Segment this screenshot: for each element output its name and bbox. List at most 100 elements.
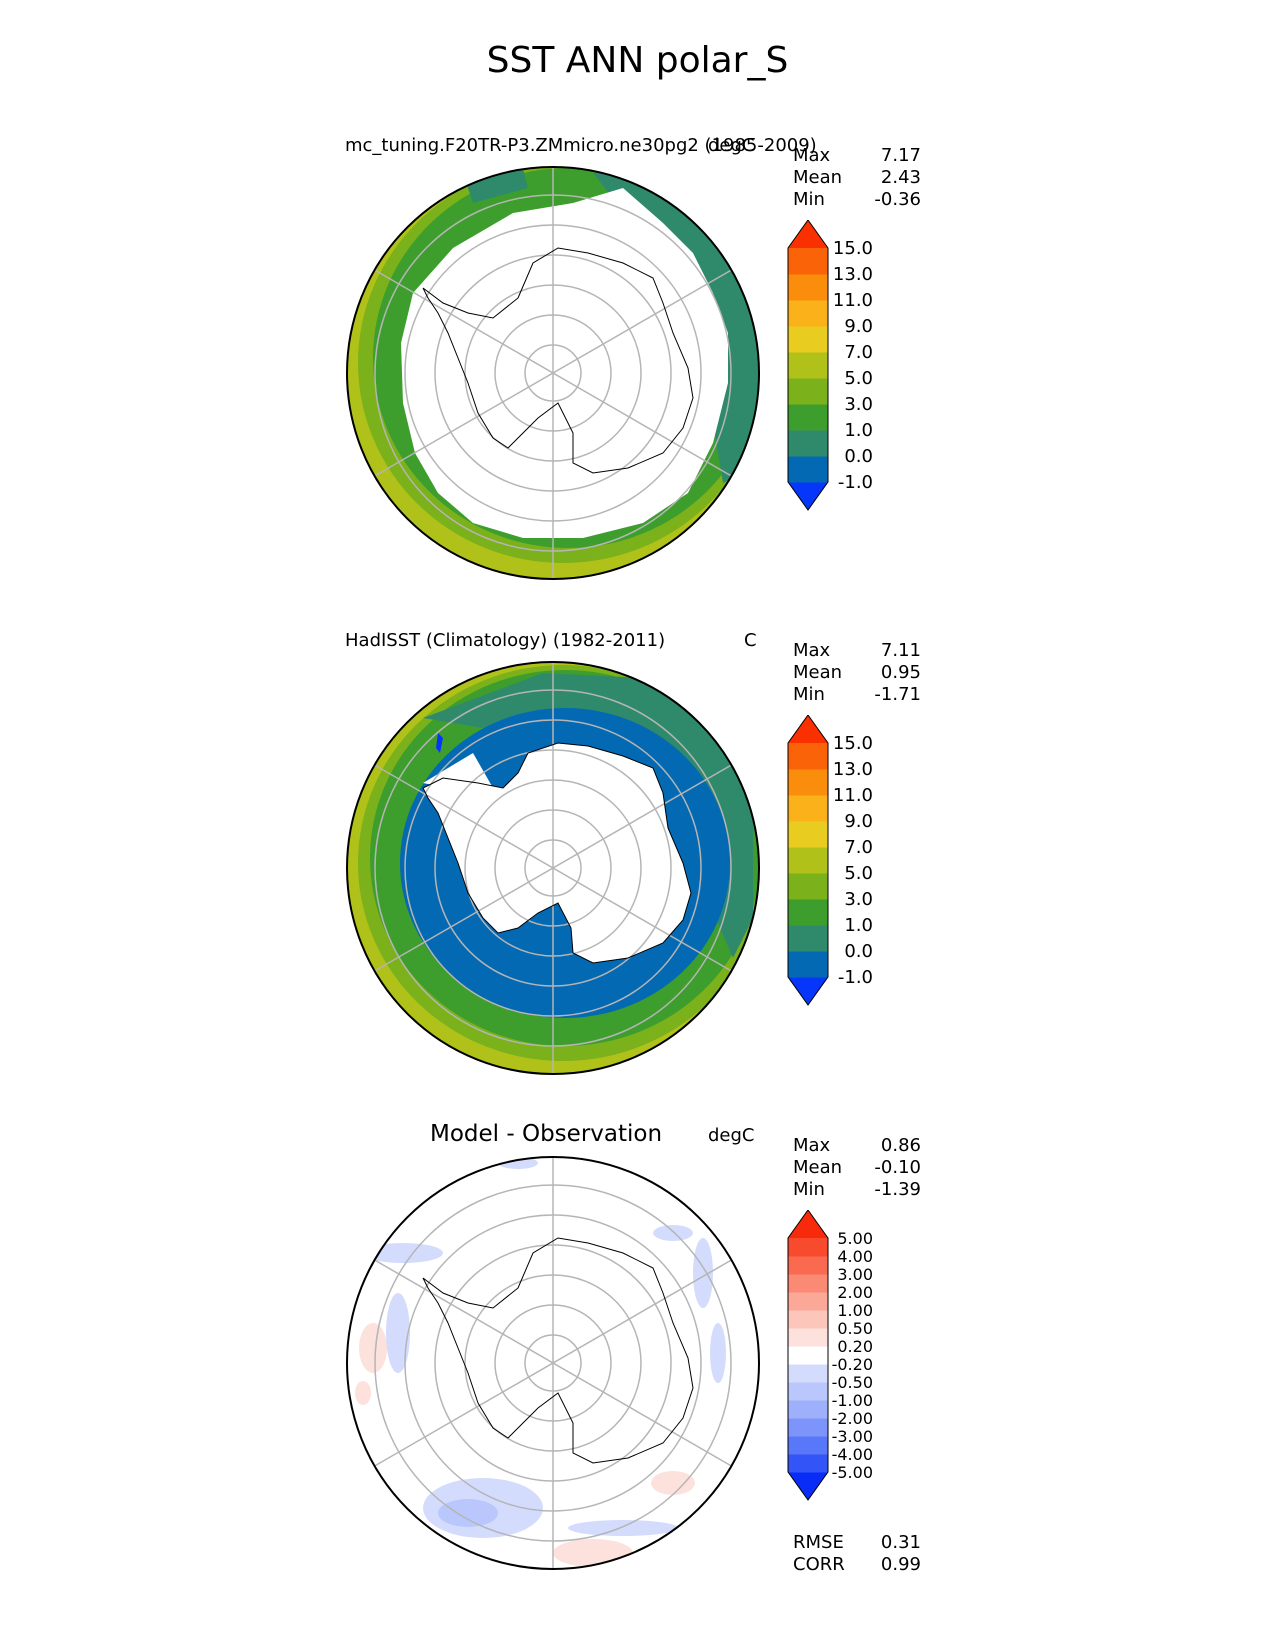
colorbar-2-tick-label: 13.0 [833, 759, 873, 780]
colorbar-2-segment-8 [788, 769, 828, 796]
panel-1-min-value: -0.36 [874, 189, 921, 210]
colorbar-3-tick-label: -1.00 [832, 1391, 873, 1410]
colorbar-3-segment-2 [788, 1436, 828, 1455]
colorbar-2-segment-0 [788, 977, 828, 1005]
panel-3-boundary [346, 1156, 760, 1570]
corr-value: 0.99 [880, 1554, 921, 1575]
colorbar-1-tick-label: 15.0 [833, 238, 873, 259]
colorbar-1-segment-5 [788, 352, 828, 379]
colorbar-3-tick-label: -0.50 [832, 1373, 873, 1392]
panel-2-max-label: Max [793, 640, 831, 661]
panel-2-colorbar: -1.0 0.0 1.0 3.0 5.0 7.0 9.0 11.0 13.0 15.0 [787, 715, 873, 1006]
colorbar-2-tick-label: -1.0 [838, 967, 873, 988]
colorbar-1-tick-label: 7.0 [844, 342, 873, 363]
colorbar-1-segment-8 [788, 274, 828, 301]
colorbar-3-tick-label: 4.00 [837, 1247, 873, 1266]
panel-2-boundary [346, 661, 760, 1075]
colorbar-3-segment-9 [788, 1310, 828, 1329]
panel-3-mean-label: Mean [793, 1157, 843, 1178]
figure-title: SST ANN polar_S [486, 40, 789, 81]
panel-2-title: HadISST (Climatology) (1982-2011) [345, 630, 666, 651]
panel-1-map [346, 166, 760, 580]
panel-3-map [346, 1156, 760, 1570]
rmse-value: 0.31 [880, 1532, 921, 1553]
colorbar-3-tick-label: -0.20 [832, 1355, 873, 1374]
panel-2-min-label: Min [793, 684, 825, 705]
colorbar-2-tick-label: 15.0 [833, 733, 873, 754]
panel-2-graticule [374, 662, 732, 1074]
panel-1-max-value: 7.17 [880, 145, 921, 166]
panel-3-mean-value: -0.10 [874, 1157, 921, 1178]
colorbar-1-segment-6 [788, 326, 828, 353]
colorbar-1-tick-label: 9.0 [844, 316, 873, 337]
colorbar-3-segment-12 [788, 1256, 828, 1275]
panel-1-mean-label: Mean [793, 167, 843, 188]
colorbar-1-tick-label: 1.0 [844, 420, 873, 441]
colorbar-3-tick-label: 0.50 [837, 1319, 873, 1338]
colorbar-1-outline [787, 220, 829, 511]
colorbar-2-tick-label: 5.0 [844, 863, 873, 884]
panel-2-coastline [422, 742, 692, 964]
panel-2-stats: Max 7.11 Mean 0.95 Min -1.71 [793, 640, 921, 706]
colorbar-2-outline [787, 715, 829, 1006]
panel-3-max-value: 0.86 [880, 1135, 921, 1156]
colorbar-3-segment-1 [788, 1454, 828, 1473]
colorbar-3-tick-label: 1.00 [837, 1301, 873, 1320]
colorbar-1-tick-label: 13.0 [833, 264, 873, 285]
colorbar-3-tick-label: 2.00 [837, 1283, 873, 1302]
colorbar-2-segment-6 [788, 821, 828, 848]
panel-1-max-label: Max [793, 145, 831, 166]
colorbar-1-tick-label: 0.0 [844, 446, 873, 467]
panel-3-min-label: Min [793, 1179, 825, 1200]
colorbar-3-tick-label: -5.00 [832, 1463, 873, 1482]
colorbar-3-segment-6 [788, 1364, 828, 1383]
colorbar-1-segment-1 [788, 456, 828, 483]
colorbar-2-segment-5 [788, 847, 828, 874]
panel-3-max-label: Max [793, 1135, 831, 1156]
panel-3-stats: Max 0.86 Mean -0.10 Min -1.39 [793, 1135, 921, 1201]
colorbar-3-tick-label: -2.00 [832, 1409, 873, 1428]
panel-1-title: mc_tuning.F20TR-P3.ZMmicro.ne30pg2 (1985… [345, 135, 817, 156]
rmse-label: RMSE [793, 1532, 844, 1553]
colorbar-3-segment-10 [788, 1292, 828, 1311]
panel-2-max-value: 7.11 [880, 640, 921, 661]
panel-1-min-label: Min [793, 189, 825, 210]
colorbar-3-segment-14 [788, 1210, 828, 1238]
colorbar-2-tick-label: 1.0 [844, 915, 873, 936]
colorbar-1-segment-3 [788, 404, 828, 431]
colorbar-1-segment-7 [788, 300, 828, 327]
colorbar-2-segment-10 [788, 715, 828, 743]
colorbar-1-tick-label: -1.0 [838, 472, 873, 493]
colorbar-2-tick-label: 3.0 [844, 889, 873, 910]
panel-2-map [346, 661, 760, 1075]
panel-2-mean-value: 0.95 [880, 662, 921, 683]
colorbar-2-segment-1 [788, 951, 828, 978]
colorbar-3-segment-11 [788, 1274, 828, 1293]
colorbar-3-segment-13 [788, 1238, 828, 1257]
colorbar-2-segment-7 [788, 795, 828, 822]
colorbar-3-tick-label: 3.00 [837, 1265, 873, 1284]
colorbar-3-tick-label: 0.20 [837, 1337, 873, 1356]
panel-2-mean-label: Mean [793, 662, 843, 683]
colorbar-2-segment-2 [788, 925, 828, 952]
panel-1-mean-value: 2.43 [880, 167, 921, 188]
panel-1-units: degC [708, 135, 755, 156]
colorbar-2-tick-label: 0.0 [844, 941, 873, 962]
panel-3-min-value: -1.39 [874, 1179, 921, 1200]
panel-1-coastline [422, 247, 694, 474]
panel-3-units: degC [708, 1125, 755, 1146]
panel-1-stats: Max 7.17 Mean 2.43 Min -0.36 [793, 145, 921, 211]
colorbar-2-segment-3 [788, 899, 828, 926]
colorbar-2-tick-label: 9.0 [844, 811, 873, 832]
panel-3-extra-stats: RMSE 0.31 CORR 0.99 [793, 1532, 921, 1576]
colorbar-1-segment-2 [788, 430, 828, 457]
panel-2-sst-field [347, 662, 759, 1074]
colorbar-1-tick-label: 11.0 [833, 290, 873, 311]
colorbar-3-segment-3 [788, 1418, 828, 1437]
colorbar-3-segment-7 [788, 1346, 828, 1365]
panel-2-min-value: -1.71 [874, 684, 921, 705]
colorbar-3-tick-label: -3.00 [832, 1427, 873, 1446]
colorbar-1-segment-4 [788, 378, 828, 405]
colorbar-1-tick-label: 3.0 [844, 394, 873, 415]
colorbar-3-tick-label: -4.00 [832, 1445, 873, 1464]
